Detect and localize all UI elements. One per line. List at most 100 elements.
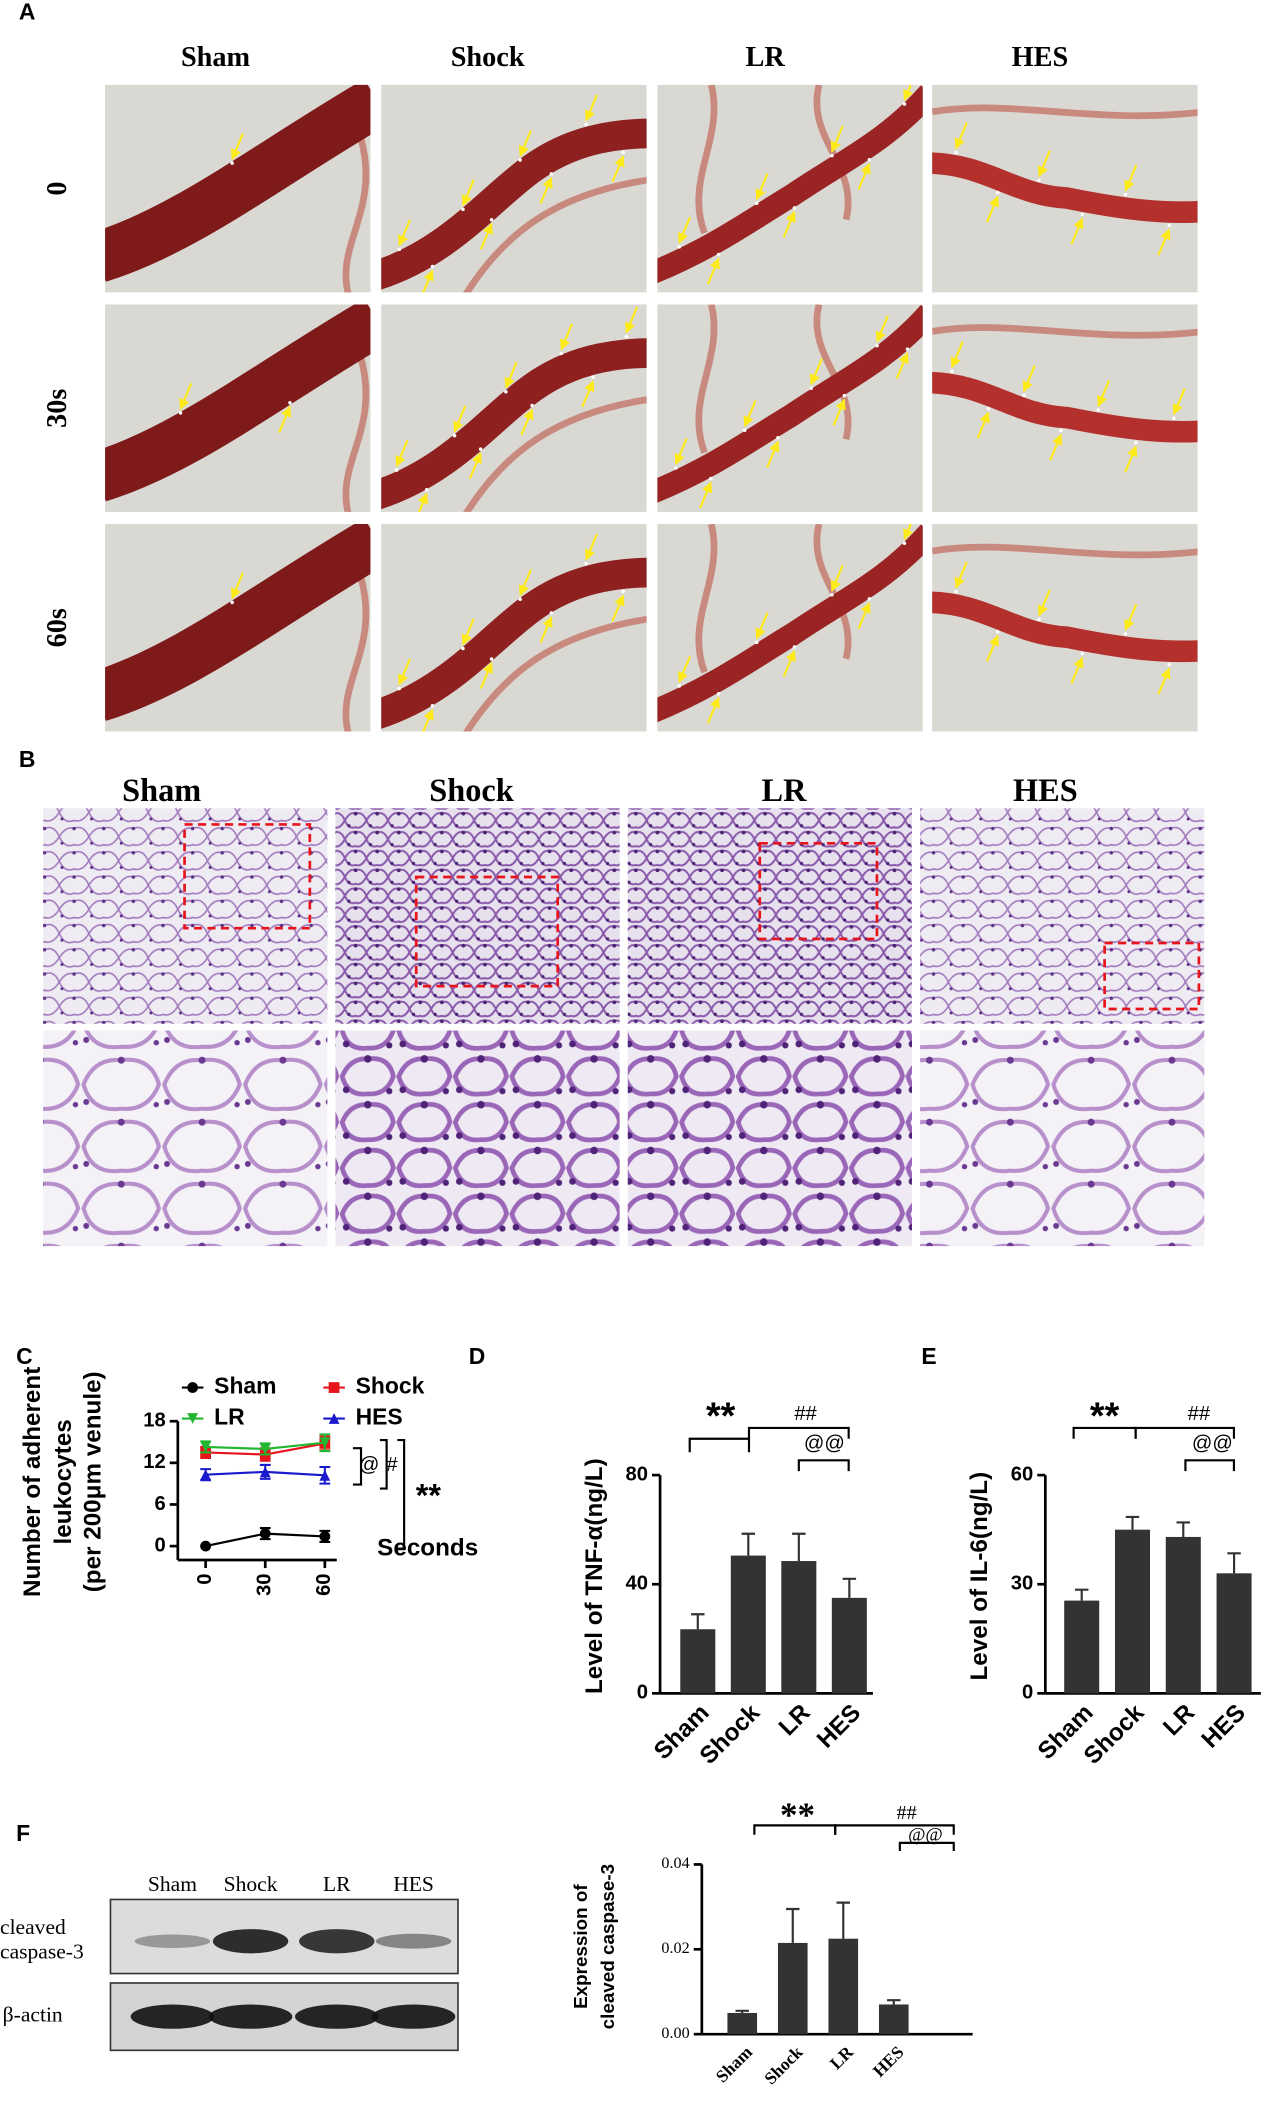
arrow [230,572,244,600]
error-bar [786,1907,800,1943]
leukocyte [1123,632,1128,636]
x-tick-label: LR [826,2042,858,2074]
bar [828,1938,859,2035]
leukocyte [559,351,564,356]
arrow [518,129,532,157]
column-header: HES [1012,42,1069,73]
leukocyte [1134,440,1138,445]
significance-bracket [1184,1459,1236,1472]
column-header: Sham [122,772,201,808]
significance-label: ## [896,1802,916,1824]
leukocyte [902,102,907,106]
x-tick-label: LR [774,1699,816,1741]
microscopy-image [657,304,923,512]
significance-label: @@ [908,1824,943,1845]
point [259,1466,271,1478]
arrow [706,696,720,724]
legend-marker [328,1382,340,1393]
column-header: LR [762,772,808,808]
y-axis-label: cleaved caspase-3 [597,1864,618,2030]
microscopy-image [932,304,1198,512]
leukocyte [549,172,554,176]
arrow [1022,365,1036,393]
leukocyte [584,561,588,566]
arrow [584,533,598,561]
significance-bracket [397,1439,406,1551]
lane-label: HES [393,1872,434,1896]
x-tick-label: 30 [254,1573,276,1595]
error-bar [842,1577,857,1598]
venule [932,152,1198,223]
venule [657,304,923,503]
leukocyte [1123,192,1128,197]
leukocyte [905,347,910,351]
roi-box [758,841,879,941]
arrow [179,382,193,410]
image-content [381,533,647,732]
leukocyte [1172,416,1176,420]
venule [381,338,647,510]
small-vessel [342,137,370,293]
arrow [398,658,412,686]
error-bar [1074,1588,1089,1601]
legend-label: LR [214,1404,245,1430]
venule [105,304,371,502]
bar [1114,1529,1151,1694]
venule [932,372,1198,443]
arrow [611,155,625,183]
arrow [830,564,844,592]
histology-zoom [627,1030,912,1247]
leukocyte [867,157,872,162]
arrow [857,601,871,629]
arrow [453,405,467,433]
bar [680,1629,716,1694]
arrow [782,650,796,678]
image-content [932,543,1198,695]
leukocyte [230,161,234,165]
leukocyte [674,466,678,470]
small-vessel [463,176,647,293]
leukocyte [530,403,534,408]
leukocyte [178,411,183,415]
arrow [520,408,534,436]
microscopy-image [381,84,647,293]
histology-zoom [335,1030,620,1247]
arrow [1037,589,1051,617]
image-content [932,324,1198,473]
panel-label: C [16,1343,33,1369]
microscopy-image [381,524,647,732]
y-axis-label: (per 200μm venule) [80,1371,107,1592]
image-content [105,84,371,293]
arrow [895,352,909,380]
microscopy-image [381,304,647,512]
x-tick-label: 0 [194,1573,216,1584]
leukocyte [954,589,958,594]
venule [105,524,371,721]
leukocyte [902,541,907,545]
point [259,1443,271,1455]
arrow [954,122,968,150]
point [200,1469,212,1481]
leukocyte [478,447,483,451]
significance-bracket [747,1426,850,1439]
leukocyte [461,646,465,651]
image-content [105,524,371,732]
x-tick-label: Sham [712,2042,757,2087]
arrow [766,440,780,468]
point [319,1531,331,1542]
arrow [1124,603,1138,631]
lane-label: Shock [224,1872,278,1896]
leukocyte [709,476,713,481]
point [319,1437,331,1449]
row-label: 30s [42,389,73,428]
y-tick-label: 40 [625,1573,647,1595]
leukocyte [950,369,954,374]
leukocyte [621,589,625,594]
histology-zoom [920,1030,1205,1247]
arrow [625,306,639,334]
row-label: 60s [42,608,73,647]
arrow [539,616,553,644]
y-tick-label: 0 [1022,1682,1033,1704]
arrow [985,634,999,662]
arrow [832,398,846,426]
